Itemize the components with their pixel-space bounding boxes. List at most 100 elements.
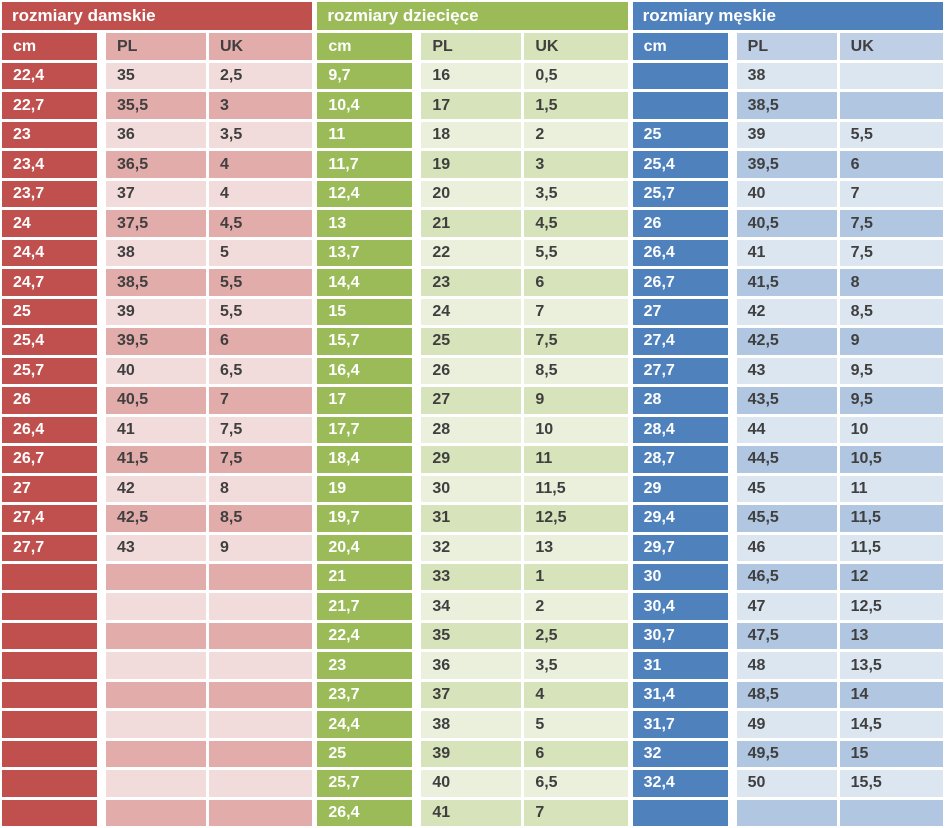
cell-cm (2, 593, 97, 620)
cell-pl: 48,5 (736, 681, 837, 709)
cell-cm: 26,4 (632, 239, 728, 267)
cell-cm: 31,7 (632, 711, 728, 738)
cell-uk (209, 563, 313, 591)
cell-pl: 42,5 (106, 505, 206, 532)
cell-pl (106, 622, 206, 650)
cell-cm: 26 (632, 210, 728, 237)
cell-cm: 30,7 (632, 622, 728, 650)
table-row (2, 652, 313, 679)
cell-pl: 39,5 (736, 151, 837, 178)
cell-uk: 8 (209, 475, 313, 503)
table-row: 28,4 44 10 (632, 416, 943, 444)
cell-cm: 24,4 (2, 239, 97, 267)
cell-cm: 21 (317, 563, 413, 591)
cell-cm: 26,7 (2, 446, 97, 473)
womens-header-row: cm PL UK (2, 33, 313, 60)
cell-pl: 42,5 (736, 328, 837, 355)
cell-uk: 6 (524, 740, 628, 768)
cell-cm: 26,7 (632, 269, 728, 296)
childrens-header-row: cm PL UK (317, 33, 628, 60)
cell-pl: 27 (421, 387, 522, 414)
cell-uk: 3,5 (524, 180, 628, 208)
cell-uk (209, 740, 313, 768)
cell-uk: 14 (839, 681, 943, 709)
cell-cm: 16,4 (317, 357, 413, 385)
cell-uk: 7 (209, 387, 313, 414)
table-row: 13,7 22 5,5 (317, 239, 628, 267)
cell-pl: 40,5 (106, 387, 206, 414)
cell-cm: 20,4 (317, 534, 413, 561)
cell-pl: 49 (736, 711, 837, 738)
cell-cm: 25 (2, 298, 97, 326)
cell-cm: 21,7 (317, 593, 413, 620)
cell-pl: 45,5 (736, 505, 837, 532)
cell-uk: 2 (524, 593, 628, 620)
table-row: 28,7 44,5 10,5 (632, 446, 943, 473)
cell-uk: 5 (209, 239, 313, 267)
table-row: 15 24 7 (317, 298, 628, 326)
cell-cm: 15,7 (317, 328, 413, 355)
column-header-cm: cm (632, 33, 728, 60)
cell-cm (2, 622, 97, 650)
column-header-uk: UK (839, 33, 943, 60)
table-row: 10,4 17 1,5 (317, 92, 628, 119)
cell-cm: 13 (317, 210, 413, 237)
cell-cm: 29 (632, 475, 728, 503)
column-header-pl: PL (106, 33, 206, 60)
table-row: 26 40,5 7 (2, 387, 313, 414)
table-row: 24,7 38,5 5,5 (2, 269, 313, 296)
cell-uk: 4 (209, 151, 313, 178)
cell-uk: 4 (209, 180, 313, 208)
table-row: 32 49,5 15 (632, 740, 943, 768)
cell-pl: 33 (421, 563, 522, 591)
cell-cm: 13,7 (317, 239, 413, 267)
cell-uk: 7,5 (839, 210, 943, 237)
cell-pl (106, 711, 206, 738)
cell-pl: 43 (106, 534, 206, 561)
table-row: 25 39 5,5 (2, 298, 313, 326)
cell-pl (106, 652, 206, 679)
cell-uk (209, 799, 313, 827)
table-row: 29 45 11 (632, 475, 943, 503)
cell-uk: 1,5 (524, 92, 628, 119)
cell-uk (839, 63, 943, 90)
table-row: 22,4 35 2,5 (2, 63, 313, 90)
cell-pl: 26 (421, 357, 522, 385)
cell-pl: 49,5 (736, 740, 837, 768)
table-row: 26,4 41 7 (317, 799, 628, 827)
cell-cm: 23,7 (317, 681, 413, 709)
cell-pl (106, 681, 206, 709)
table-row (2, 770, 313, 797)
table-row: 24,4 38 5 (317, 711, 628, 738)
cell-cm: 19,7 (317, 505, 413, 532)
cell-uk: 1 (524, 563, 628, 591)
table-row: 23,7 37 4 (2, 180, 313, 208)
cell-uk: 15 (839, 740, 943, 768)
table-row: 31 48 13,5 (632, 652, 943, 679)
cell-uk (209, 593, 313, 620)
cell-pl: 37,5 (106, 210, 206, 237)
cell-pl: 28 (421, 416, 522, 444)
cell-uk: 7,5 (839, 239, 943, 267)
cell-pl: 32 (421, 534, 522, 561)
cell-cm: 23 (317, 652, 413, 679)
table-row: 23,7 37 4 (317, 681, 628, 709)
table-row: 18,4 29 11 (317, 446, 628, 473)
cell-cm: 31 (632, 652, 728, 679)
cell-pl: 39 (736, 121, 837, 149)
table-rows: 38 38,5 25 39 5,5 25,4 39,5 6 25,7 40 7 26 40,5 7,5 26… (632, 63, 943, 827)
table-row (2, 681, 313, 709)
table-row: 20,4 32 13 (317, 534, 628, 561)
cell-uk: 7,5 (524, 328, 628, 355)
cell-uk: 13,5 (839, 652, 943, 679)
table-row: 31,4 48,5 14 (632, 681, 943, 709)
cell-cm (2, 652, 97, 679)
cell-pl: 47,5 (736, 622, 837, 650)
cell-pl: 38,5 (736, 92, 837, 119)
table-rows: 9,7 16 0,5 10,4 17 1,5 11 18 2 11,7 19 3 12,4 20 3,5 13… (317, 63, 628, 827)
cell-uk: 5,5 (839, 121, 943, 149)
childrens-sizes-table: rozmiary dziecięce cm PL UK 9,7 16 0,5 10,4… (317, 2, 628, 827)
cell-cm: 24,7 (2, 269, 97, 296)
cell-cm: 18,4 (317, 446, 413, 473)
cell-uk: 9 (209, 534, 313, 561)
